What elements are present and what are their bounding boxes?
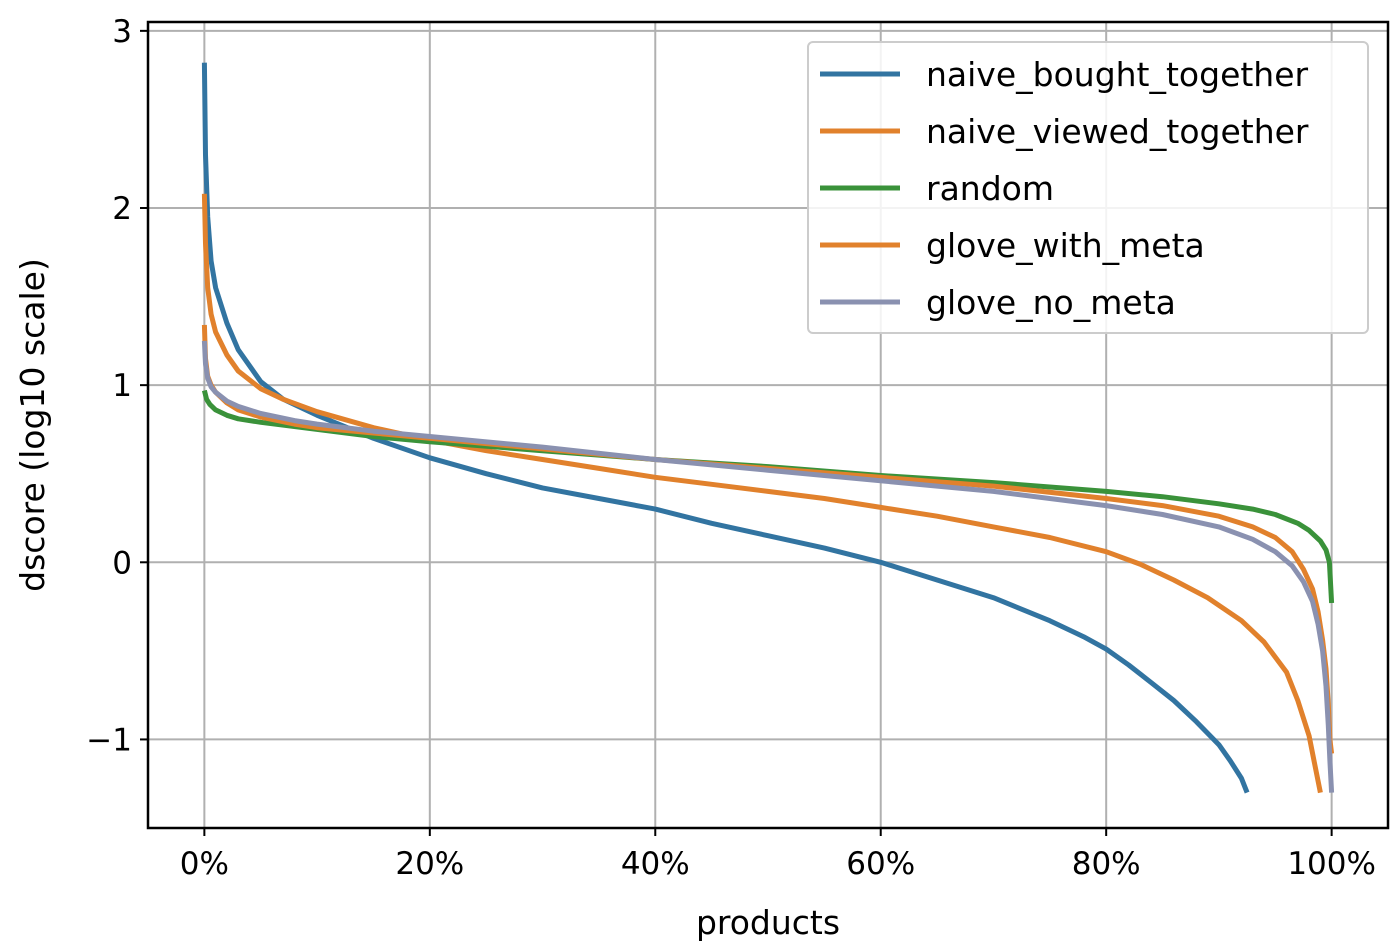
legend-label: glove_with_meta — [926, 226, 1205, 265]
series-line-glove-no-meta — [201, 340, 1335, 793]
x-tick-label: 100% — [1287, 846, 1376, 882]
x-tick-label: 0% — [180, 846, 229, 882]
legend-label: naive_bought_together — [926, 55, 1309, 94]
legend-label: random — [926, 169, 1054, 208]
x-tick-label: 40% — [621, 846, 690, 882]
legend: naive_bought_together naive_viewed_togeth… — [807, 41, 1369, 334]
axes-frame — [146, 20, 1390, 830]
y-tick-label: −1 — [86, 722, 132, 758]
x-axis-label: products — [696, 903, 840, 942]
legend-box — [807, 41, 1369, 334]
y-tick-label: 1 — [112, 368, 132, 404]
series-line-naive-bought-together — [201, 62, 1250, 794]
y-tick-label: 2 — [112, 191, 132, 227]
series-line-random — [201, 389, 1335, 604]
y-axis-label: dscore (log10 scale) — [13, 258, 52, 592]
y-tick-label: 0 — [112, 545, 132, 581]
y-tick-label: 3 — [112, 14, 132, 50]
x-tick-label: 60% — [846, 846, 915, 882]
x-tick-label: 80% — [1072, 846, 1141, 882]
legend-label: naive_viewed_together — [926, 112, 1309, 151]
plot-series — [201, 62, 1335, 794]
x-tick-label: 20% — [395, 846, 464, 882]
axis-ticks: 0% 20% 40% 60% 80% 100% −1 0 1 2 3 — [86, 14, 1376, 882]
legend-label: glove_no_meta — [926, 283, 1176, 322]
series-line-naive-viewed-together — [201, 193, 1323, 794]
